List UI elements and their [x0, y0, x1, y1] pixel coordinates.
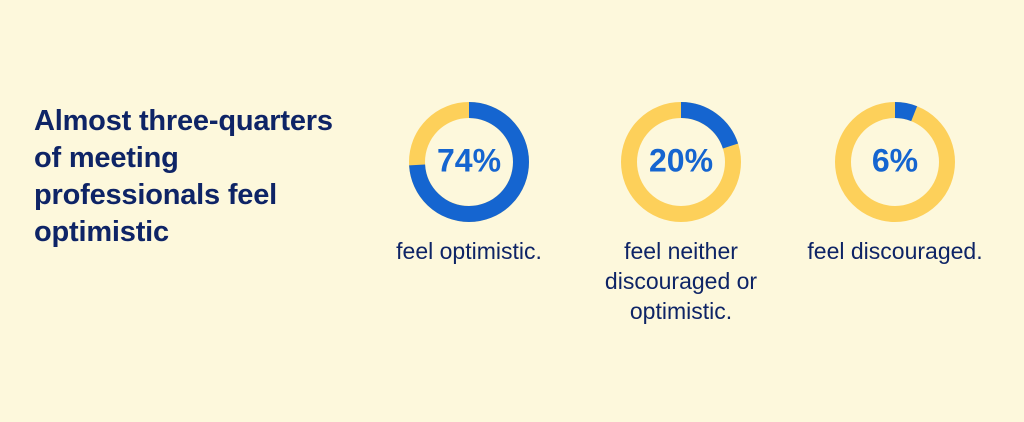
donut-chart: 74% [409, 102, 529, 222]
donut-chart: 6% [835, 102, 955, 222]
donut-stat-neutral: 20% feel neither discouraged or optimist… [561, 100, 801, 326]
page-title: Almost three-quarters of meeting profess… [34, 105, 333, 248]
donut-chart: 20% [621, 102, 741, 222]
stat-caption: feel discouraged. [807, 238, 983, 264]
stat-caption: feel neither discouraged or optimistic. [604, 238, 758, 324]
donut-value-arc [835, 102, 955, 222]
donut-stat-optimistic: 74% feel optimistic. [349, 100, 589, 266]
percent-label: 20% [649, 142, 713, 178]
donut-value-arc [621, 102, 741, 222]
donut-value-arc [409, 102, 529, 222]
percent-label: 6% [872, 142, 918, 178]
donut-stat-discouraged: 6% feel discouraged. [775, 100, 1015, 266]
percent-label: 74% [437, 142, 501, 178]
stat-caption: feel optimistic. [396, 238, 542, 264]
